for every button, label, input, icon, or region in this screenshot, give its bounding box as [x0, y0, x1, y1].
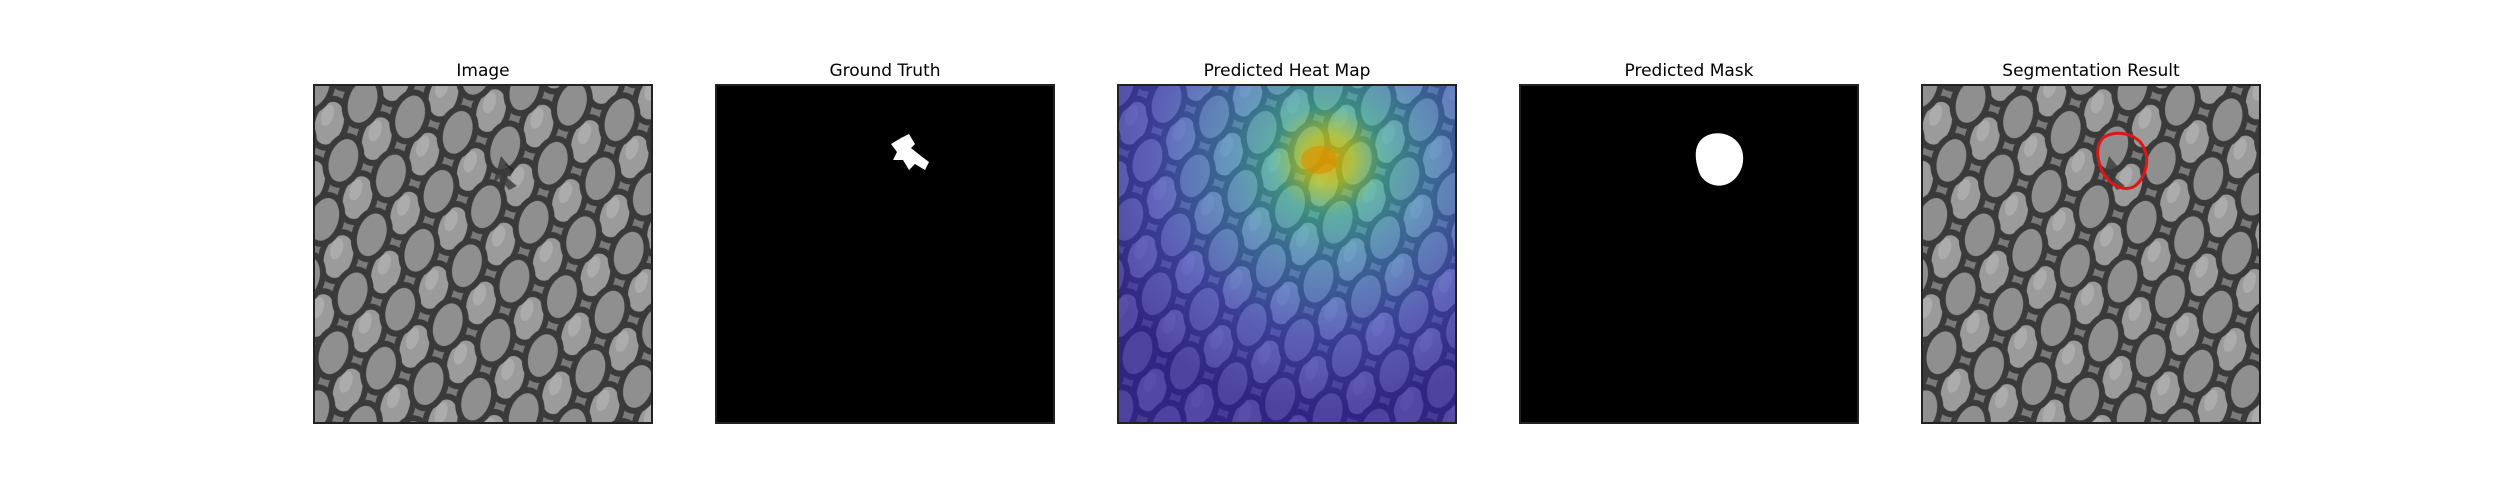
ground-truth-region	[891, 134, 929, 170]
panel-title: Predicted Mask	[1624, 61, 1754, 81]
segmentation-contour	[2096, 131, 2149, 190]
heat-hotspot	[1301, 146, 1337, 174]
panel-segmentation-result: Segmentation Result	[1921, 58, 2261, 424]
panel-predicted-mask: Predicted Mask	[1519, 58, 1859, 424]
input-image	[315, 86, 651, 422]
panel-title: Ground Truth	[829, 61, 941, 81]
panel-ground-truth: Ground Truth	[715, 58, 1055, 424]
panel-image: Image	[313, 58, 653, 424]
panel-title: Image	[456, 61, 510, 81]
segmentation-frame	[1921, 84, 2261, 424]
predicted-mask-frame	[1519, 84, 1859, 424]
heat-map	[1119, 86, 1455, 422]
panel-heat-map: Predicted Heat Map	[1117, 58, 1457, 424]
panel-title: Segmentation Result	[2002, 61, 2180, 81]
heat-map-frame	[1117, 84, 1457, 424]
segmentation-overlay	[1923, 86, 2259, 422]
defect-mark	[493, 156, 517, 190]
ground-truth-frame	[715, 84, 1055, 424]
predicted-region	[1695, 133, 1744, 186]
predicted-mask	[1521, 86, 1857, 422]
image-frame	[313, 84, 653, 424]
panel-title: Predicted Heat Map	[1203, 61, 1371, 81]
ground-truth-mask	[717, 86, 1053, 422]
